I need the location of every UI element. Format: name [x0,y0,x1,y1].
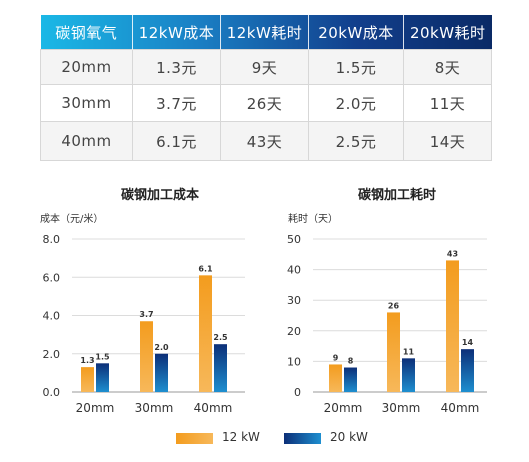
cell-20kw-time: 11天 [403,84,492,122]
data-label: 11 [403,347,415,356]
table-row: 30mm 3.7元 26天 2.0元 11天 [40,84,492,122]
header-20kw-cost: 20kW成本 [308,15,404,50]
y-tick-label: 50 [287,233,301,246]
x-tick-label: 30mm [135,401,174,415]
y-tick-label: 0 [294,386,301,399]
y-tick-label: 10 [287,355,301,368]
cell-12kw-cost: 1.3元 [132,49,221,85]
cell-20kw-cost: 2.0元 [308,84,404,122]
y-tick-label: 0.0 [43,386,61,399]
x-tick-label: 40mm [194,401,233,415]
legend-swatch-12kw [176,433,213,444]
bar-12kw [446,260,459,392]
header-material: 碳钢氧气 [40,15,133,50]
table-row: 20mm 1.3元 9天 1.5元 8天 [40,49,492,85]
time-chart-title: 碳钢加工耗时 [357,188,436,203]
data-label: 3.7 [139,310,153,319]
data-label: 8 [348,357,354,366]
header-12kw-cost: 12kW成本 [132,15,221,50]
x-tick-label: 40mm [441,401,480,415]
data-label: 43 [447,249,458,258]
bar-12kw [199,275,212,392]
data-label: 1.5 [95,352,110,361]
data-label: 26 [388,301,400,310]
bar-12kw [81,367,94,392]
bar-12kw [140,321,153,392]
bar-12kw [329,364,342,392]
cost-chart-title: 碳钢加工成本 [120,188,199,203]
bar-20kw [402,358,415,392]
y-axis-label: 耗时（天） [288,213,338,225]
cell-thickness: 20mm [40,49,133,85]
x-tick-label: 30mm [382,401,421,415]
bar-20kw [344,367,357,392]
header-12kw-time: 12kW耗时 [220,15,309,50]
data-label: 2.5 [213,333,228,342]
cell-12kw-cost: 6.1元 [132,121,221,161]
y-tick-label: 20 [287,325,301,338]
data-label: 2.0 [154,343,169,352]
cell-20kw-cost: 2.5元 [308,121,404,161]
comparison-table: 碳钢氧气 12kW成本 12kW耗时 20kW成本 20kW耗时 20mm 1.… [40,15,492,161]
legend-swatch-20kw [284,433,321,444]
data-label: 1.3 [80,356,94,365]
x-tick-label: 20mm [324,401,363,415]
data-label: 6.1 [198,264,213,273]
table-row: 40mm 6.1元 43天 2.5元 14天 [40,121,492,161]
data-label: 14 [462,338,474,347]
data-label: 9 [333,353,339,362]
y-axis-label: 成本（元/米） [40,212,103,225]
cell-12kw-time: 26天 [220,84,309,122]
cell-20kw-time: 8天 [403,49,492,85]
header-20kw-time: 20kW耗时 [409,23,486,42]
cell-12kw-time: 43天 [220,121,309,161]
bar-20kw [155,353,168,392]
bar-12kw [387,312,400,392]
table-header-row: 碳钢氧气 12kW成本 12kW耗时 20kW成本 20kW耗时 [40,15,492,50]
y-tick-label: 30 [287,294,301,307]
y-tick-label: 8.0 [43,233,61,246]
y-tick-label: 6.0 [43,271,61,284]
bar-20kw [96,363,109,392]
cell-12kw-time: 9天 [220,49,309,85]
chart-legend: 12 kW 20 kW [0,430,529,450]
y-tick-label: 40 [287,264,301,277]
legend-label-20kw: 20 kW [330,430,368,444]
legend-label-12kw: 12 kW [222,430,260,444]
cell-12kw-cost: 3.7元 [132,84,221,122]
bar-20kw [461,349,474,392]
cell-20kw-time: 14天 [403,121,492,161]
y-tick-label: 2.0 [43,348,61,361]
x-tick-label: 20mm [76,401,115,415]
y-tick-label: 4.0 [43,310,61,323]
cell-20kw-cost: 1.5元 [308,49,404,85]
bar-20kw [214,344,227,392]
